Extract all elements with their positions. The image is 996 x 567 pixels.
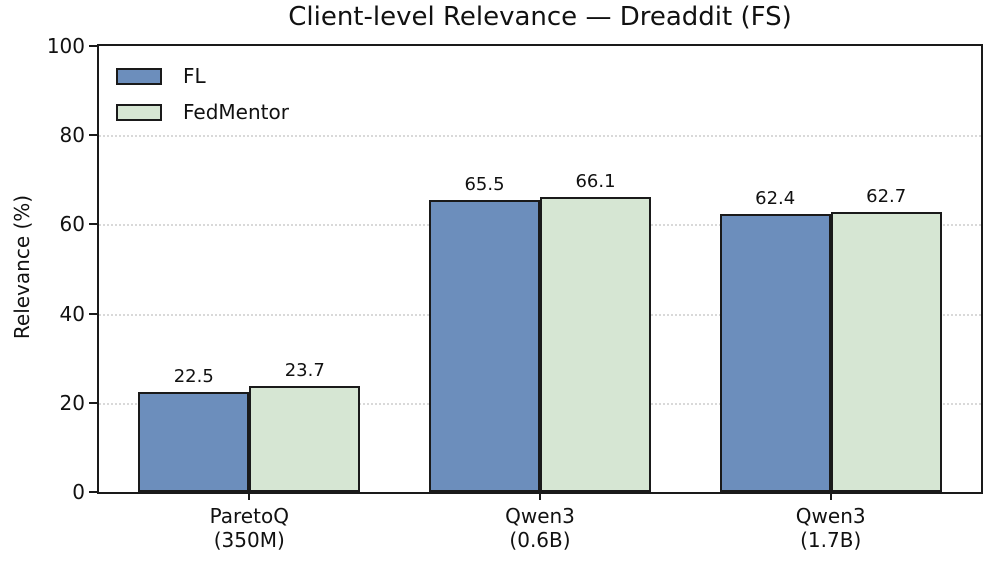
bar-fedmentor <box>830 212 942 492</box>
x-tick-label-line: (1.7B) <box>800 528 862 552</box>
y-tick-mark <box>89 312 97 315</box>
legend-label: FedMentor <box>183 100 289 124</box>
y-tick-label: 40 <box>59 301 85 326</box>
y-tick-mark <box>89 401 97 404</box>
y-tick-label: 100 <box>46 34 85 58</box>
x-tick-mark <box>248 492 251 500</box>
y-tick-mark <box>89 45 97 47</box>
y-tick-mark <box>89 491 97 493</box>
plot-area: 22.5 65.5 62.4 23.7 66.1 62.7 0 20 40 60 80 100 Par… <box>47 34 983 552</box>
bar-fl <box>138 391 250 492</box>
x-tick-label-line: (0.6B) <box>509 528 571 552</box>
x-tick-label: ParetoQ (350M) <box>139 504 359 552</box>
legend: FL FedMentor <box>116 64 289 136</box>
bar-fl <box>719 213 831 492</box>
bar-value-label: 62.4 <box>755 187 796 209</box>
y-tick-label: 20 <box>59 390 85 415</box>
x-tick-label-line: ParetoQ <box>209 504 289 528</box>
bar-value-label: 66.1 <box>575 171 616 193</box>
legend-swatch-fl <box>116 67 162 85</box>
x-tick-mark <box>539 492 541 500</box>
bar-fedmentor <box>249 386 361 492</box>
x-tick-label-line: (350M) <box>213 528 285 552</box>
x-tick-label-line: Qwen3 <box>505 504 575 528</box>
x-tick-label: Qwen3 (1.7B) <box>721 504 941 552</box>
bar-value-label: 23.7 <box>284 360 325 382</box>
y-tick-label: 60 <box>59 212 85 237</box>
x-tick-mark <box>829 492 832 500</box>
x-tick-label: Qwen3 (0.6B) <box>430 504 650 552</box>
x-tick-label-line: Qwen3 <box>795 504 866 528</box>
legend-item: FL <box>116 64 289 88</box>
bar-fedmentor <box>540 197 651 492</box>
gridline <box>99 135 981 138</box>
y-tick-label: 0 <box>72 480 85 504</box>
y-tick-mark <box>89 134 97 137</box>
legend-swatch-fedmentor <box>116 103 162 121</box>
y-tick-mark <box>89 223 97 226</box>
legend-item: FedMentor <box>116 100 289 124</box>
y-tick-label: 80 <box>59 123 85 148</box>
chart-title: Client-level Relevance — Dreaddit (FS) <box>288 2 792 32</box>
bar-value-label: 65.5 <box>464 173 505 195</box>
bar-fl <box>429 199 540 492</box>
legend-label: FL <box>183 64 206 88</box>
bar-value-label: 62.7 <box>866 186 907 208</box>
bar-value-label: 22.5 <box>173 365 214 387</box>
